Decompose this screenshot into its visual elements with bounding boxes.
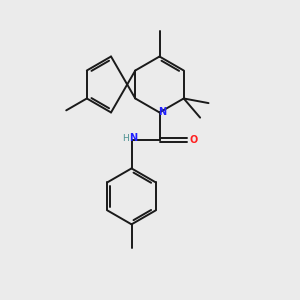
Text: O: O <box>190 135 198 146</box>
Text: N: N <box>129 133 137 143</box>
Text: H: H <box>122 134 128 142</box>
Text: N: N <box>158 107 166 118</box>
